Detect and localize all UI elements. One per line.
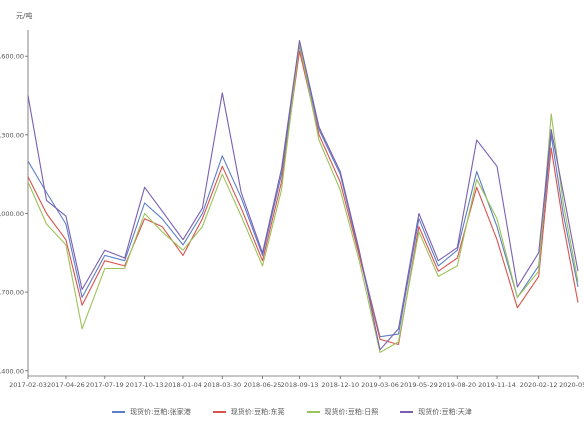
x-tick-label: 2019-08-20 <box>438 381 476 389</box>
x-tick-label: 2018-09-13 <box>281 381 319 389</box>
x-tick-label: 2017-04-26 <box>47 381 85 389</box>
legend-label: 现货价:豆粕:日照 <box>324 408 379 416</box>
legend-item-4[interactable]: 现货价:豆粕:天津 <box>400 405 472 419</box>
x-tick-label: 2018-12-10 <box>321 381 359 389</box>
x-tick-label: 2017-02-03 <box>9 381 47 389</box>
series-line-1 <box>27 45 579 338</box>
series-line-4 <box>27 39 579 351</box>
legend-item-2[interactable]: 现货价:豆粕:东莞 <box>212 405 285 419</box>
x-tick-label: 2019-11-14 <box>478 381 516 389</box>
legend-label: 现货价:豆粕:东莞 <box>230 408 285 416</box>
y-tick-label: 3,000.00 <box>0 210 24 218</box>
x-axis: 2017-02-03 2017-04-26 2017-07-19 2017-10-13… <box>9 375 584 389</box>
x-tick-label: 2018-06-25 <box>244 381 282 389</box>
legend-swatch <box>400 411 414 413</box>
legend-label: 现货价:豆粕:天津 <box>418 408 472 416</box>
legend: 现货价:豆粕:张家港 现货价:豆粕:东莞 现货价:豆粕:日照 现货价:豆粕:天津 <box>0 405 584 419</box>
legend-swatch <box>112 411 126 413</box>
x-tick-label: 2019-05-29 <box>400 381 438 389</box>
series-line-2 <box>27 50 579 346</box>
legend-item-1[interactable]: 现货价:豆粕:张家港 <box>112 405 191 419</box>
y-tick-label: 3,300.00 <box>0 131 24 139</box>
y-tick-label: 2,700.00 <box>0 289 24 297</box>
x-tick-label: 2018-01-04 <box>164 381 202 389</box>
series-line-3 <box>27 42 579 353</box>
x-tick-label: 2020-05-07 <box>559 381 584 389</box>
x-tick-label: 2017-07-19 <box>86 381 124 389</box>
x-tick-label: 2020-02-12 <box>520 381 558 389</box>
y-unit-label: 元/吨 <box>16 11 32 20</box>
y-axis: 2,400.00 2,700.00 3,000.00 3,300.00 3,600.00 <box>0 30 29 376</box>
x-tick-label: 2017-10-13 <box>126 381 164 389</box>
x-tick-label: 2019-03-06 <box>361 381 399 389</box>
y-tick-label: 2,400.00 <box>0 367 24 375</box>
legend-label: 现货价:豆粕:张家港 <box>130 408 191 416</box>
series-layer <box>27 39 579 353</box>
x-tick-label: 2018-03-30 <box>203 381 241 389</box>
legend-swatch <box>306 411 320 413</box>
legend-item-3[interactable]: 现货价:豆粕:日照 <box>306 405 379 419</box>
y-tick-label: 3,600.00 <box>0 53 24 61</box>
legend-swatch <box>212 411 226 413</box>
